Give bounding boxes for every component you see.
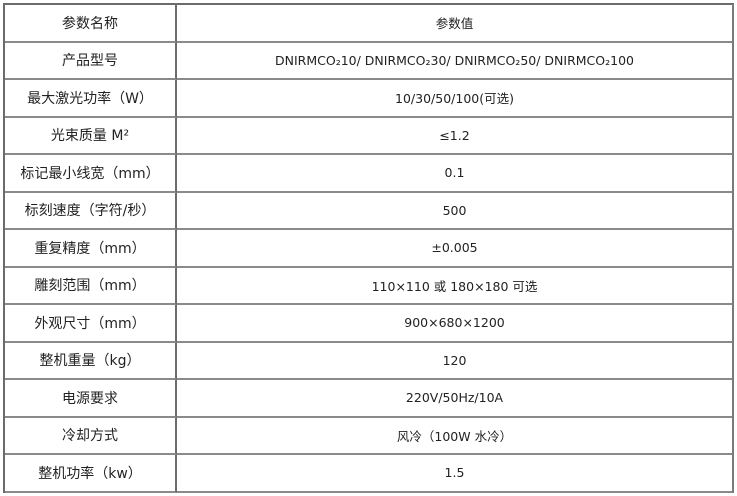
param-value: ≤1.2 — [177, 118, 732, 155]
table-header-row: 参数名称 参数值 — [5, 5, 732, 43]
param-value: 900×680×1200 — [177, 305, 732, 343]
param-value: 220V/50Hz/10A — [177, 380, 732, 418]
param-value: 110×110 或 180×180 可选 — [177, 268, 732, 305]
header-param-name: 参数名称 — [5, 5, 177, 43]
header-param-value: 参数值 — [177, 5, 732, 43]
param-name: 电源要求 — [5, 380, 177, 418]
param-value: 10/30/50/100(可选) — [177, 80, 732, 118]
param-name: 光束质量 M² — [5, 117, 177, 155]
table-row: 外观尺寸（mm） 900×680×1200 — [5, 305, 732, 343]
table-row: 最大激光功率（W） 10/30/50/100(可选) — [5, 80, 732, 118]
table-row: 重复精度（mm） ±0.005 — [5, 230, 732, 268]
table-row: 雕刻范围（mm） 110×110 或 180×180 可选 — [5, 267, 732, 305]
param-name: 冷却方式 — [5, 417, 177, 455]
param-value: 0.1 — [177, 155, 732, 193]
param-name: 外观尺寸（mm） — [5, 305, 177, 343]
table-row: 冷却方式 风冷（100W 水冷） — [5, 417, 732, 455]
param-value: 120 — [177, 343, 732, 380]
table-row: 光束质量 M² ≤1.2 — [5, 117, 732, 155]
param-name: 最大激光功率（W） — [5, 80, 177, 118]
param-value: 500 — [177, 193, 732, 230]
param-value: ±0.005 — [177, 230, 732, 268]
param-name: 标刻速度（字符/秒） — [5, 192, 177, 230]
param-value: 1.5 — [177, 455, 732, 493]
param-name: 整机功率（kw） — [5, 455, 177, 493]
param-value: 风冷（100W 水冷） — [177, 418, 732, 455]
param-name: 重复精度（mm） — [5, 230, 177, 268]
param-name: 标记最小线宽（mm） — [5, 155, 177, 193]
table-row: 整机重量（kg） 120 — [5, 342, 732, 380]
table-row: 整机功率（kw） 1.5 — [5, 455, 732, 493]
param-value: DNIRMCO₂10/ DNIRMCO₂30/ DNIRMCO₂50/ DNIR… — [177, 43, 732, 80]
param-name: 雕刻范围（mm） — [5, 267, 177, 305]
table-row: 电源要求 220V/50Hz/10A — [5, 380, 732, 418]
table-row: 产品型号 DNIRMCO₂10/ DNIRMCO₂30/ DNIRMCO₂50/ … — [5, 42, 732, 80]
param-name: 产品型号 — [5, 42, 177, 80]
param-name: 整机重量（kg） — [5, 342, 177, 380]
table-row: 标记最小线宽（mm） 0.1 — [5, 155, 732, 193]
spec-table: 参数名称 参数值 产品型号 DNIRMCO₂10/ DNIRMCO₂30/ DNI… — [3, 3, 734, 493]
table-row: 标刻速度（字符/秒） 500 — [5, 192, 732, 230]
